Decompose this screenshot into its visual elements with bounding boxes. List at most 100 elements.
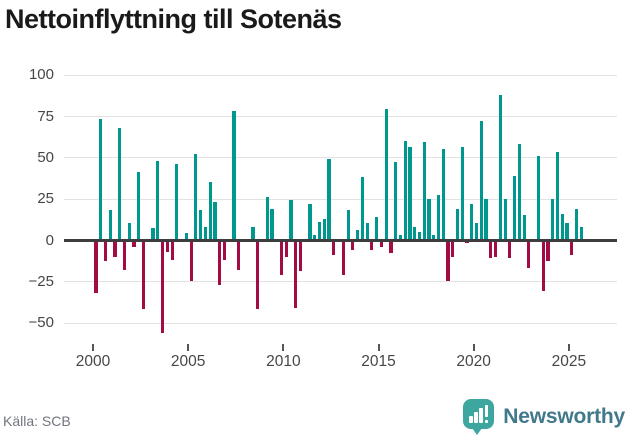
bar bbox=[413, 226, 417, 240]
bar bbox=[222, 240, 227, 260]
bar bbox=[213, 201, 217, 240]
x-tick-mark bbox=[92, 344, 94, 351]
logo-bar-2 bbox=[474, 412, 478, 423]
bar bbox=[94, 240, 98, 293]
bar bbox=[455, 208, 460, 240]
bar bbox=[503, 198, 507, 240]
bar bbox=[256, 240, 260, 310]
bar bbox=[484, 198, 488, 240]
bar bbox=[451, 240, 455, 257]
bar bbox=[108, 210, 112, 240]
bar bbox=[417, 231, 422, 240]
bar bbox=[389, 240, 393, 254]
bar bbox=[427, 198, 431, 240]
bar bbox=[279, 240, 284, 275]
x-tick-mark bbox=[472, 344, 475, 351]
y-tick-label: −25 bbox=[28, 272, 54, 290]
logo-exclamation-stem bbox=[484, 405, 489, 417]
bar bbox=[365, 223, 369, 240]
x-tick-mark bbox=[377, 344, 380, 351]
bar bbox=[565, 223, 569, 240]
bar bbox=[408, 147, 412, 240]
bar bbox=[370, 240, 374, 250]
x-tick-label: 2005 bbox=[170, 353, 206, 370]
bar bbox=[465, 240, 469, 244]
gridline bbox=[64, 116, 617, 117]
newsworthy-logo-icon bbox=[463, 399, 495, 435]
bar bbox=[546, 240, 550, 262]
gridline bbox=[64, 198, 617, 200]
y-tick-label: 50 bbox=[37, 148, 54, 166]
source-caption: Källa: SCB bbox=[3, 413, 71, 429]
gridline bbox=[64, 157, 617, 159]
zero-axis-line bbox=[64, 238, 617, 242]
bar bbox=[189, 240, 193, 282]
bar bbox=[165, 240, 169, 252]
bar bbox=[493, 240, 498, 257]
bar bbox=[522, 215, 526, 240]
bar bbox=[203, 226, 207, 240]
bar bbox=[517, 144, 521, 240]
bar bbox=[99, 119, 103, 240]
bar bbox=[470, 203, 474, 240]
bar bbox=[422, 142, 426, 240]
bar bbox=[551, 198, 555, 240]
bar bbox=[265, 197, 269, 240]
bar bbox=[313, 235, 317, 240]
speech-bubble-shape bbox=[463, 399, 495, 429]
brand-footer: Newsworthy bbox=[463, 399, 625, 435]
x-tick-mark bbox=[187, 344, 190, 351]
bar bbox=[298, 240, 303, 272]
bar bbox=[237, 240, 241, 270]
bar bbox=[356, 230, 360, 240]
x-tick-label: 2020 bbox=[456, 353, 491, 370]
bar bbox=[398, 235, 403, 240]
x-tick-mark bbox=[567, 344, 570, 351]
bar bbox=[137, 172, 141, 240]
bar bbox=[151, 228, 155, 240]
bar bbox=[498, 94, 502, 240]
bar bbox=[156, 160, 160, 240]
bar bbox=[574, 208, 579, 240]
speech-bubble-tail bbox=[472, 428, 483, 435]
x-tick-mark bbox=[282, 344, 285, 351]
bar bbox=[270, 208, 274, 240]
bar bbox=[141, 240, 146, 310]
bar bbox=[113, 240, 117, 257]
y-tick-label: −50 bbox=[28, 314, 54, 332]
bar bbox=[541, 240, 545, 292]
bar bbox=[118, 127, 122, 240]
bar bbox=[208, 182, 212, 240]
bar bbox=[175, 163, 179, 240]
logo-exclamation-dot bbox=[484, 419, 489, 423]
bar bbox=[460, 147, 464, 240]
gridline bbox=[64, 74, 617, 76]
logo-bar-1 bbox=[469, 416, 473, 423]
y-tick-label: 75 bbox=[37, 107, 54, 125]
bar bbox=[513, 175, 517, 240]
bar bbox=[394, 162, 398, 240]
bar bbox=[446, 240, 450, 282]
bar bbox=[103, 240, 108, 262]
bar bbox=[508, 240, 512, 259]
bar bbox=[218, 240, 222, 285]
bar bbox=[322, 218, 326, 240]
bar bbox=[375, 216, 379, 240]
bar bbox=[346, 210, 350, 240]
bar bbox=[403, 140, 407, 240]
bar bbox=[317, 221, 322, 240]
bar bbox=[436, 195, 441, 240]
bar bbox=[184, 233, 188, 240]
bar bbox=[199, 210, 203, 240]
bar bbox=[308, 203, 312, 240]
y-tick-label: 100 bbox=[28, 66, 54, 84]
y-tick-label: 0 bbox=[45, 231, 54, 249]
brand-wordmark: Newsworthy bbox=[503, 405, 625, 428]
bar bbox=[132, 240, 136, 247]
bar bbox=[160, 240, 165, 333]
bar bbox=[536, 155, 540, 240]
bar bbox=[289, 200, 293, 240]
bar bbox=[474, 223, 479, 240]
